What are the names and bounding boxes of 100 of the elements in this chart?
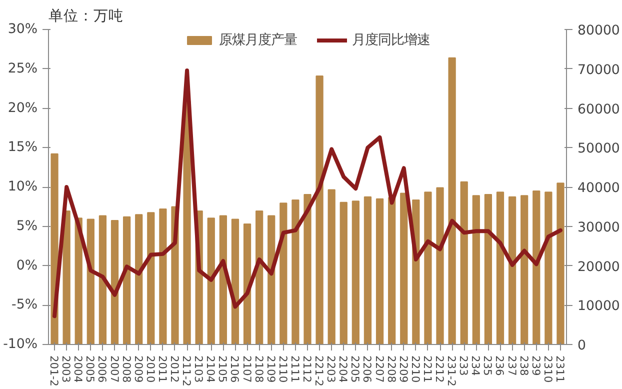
bar: [98, 215, 107, 344]
x-tick-label: 238: [517, 356, 530, 376]
x-tick-label: 2010: [144, 356, 157, 383]
x-tick-label: 2111: [288, 356, 302, 383]
x-tick-label: 2007: [108, 356, 121, 383]
y2-tick-label: 70000: [578, 62, 620, 78]
x-tick-label: 2207: [372, 356, 386, 383]
bar: [62, 210, 70, 344]
bar: [316, 75, 324, 344]
x-tick-label: 2209: [396, 356, 410, 383]
x-tick-label: 236: [493, 356, 506, 376]
y-tick-label: 0%: [16, 258, 38, 274]
x-tick-label: 234: [469, 356, 482, 376]
y-tick-label: -10%: [3, 337, 38, 352]
x-tick-label: 2006: [96, 356, 109, 383]
bar: [328, 189, 336, 344]
bar: [544, 192, 552, 344]
bar: [159, 208, 167, 344]
x-tick-label: 2109: [264, 356, 278, 383]
y2-tick-label: 20000: [578, 260, 620, 275]
bar: [472, 195, 480, 344]
line-series: [52, 68, 562, 318]
x-tick-label: 2003: [60, 356, 73, 383]
x-tick-label: 2011: [156, 356, 169, 383]
x-tick-label: 201-2: [48, 356, 61, 386]
x-tick-label: 2105: [216, 356, 230, 383]
x-tick-label: 2203: [324, 356, 338, 383]
x-tick-label: 2206: [360, 356, 374, 383]
bar: [520, 195, 528, 344]
y-tick-label: 25%: [8, 61, 38, 76]
x-tick-label: 2103: [192, 356, 206, 383]
x-tick-label: 2005: [84, 356, 97, 383]
bar: [280, 202, 288, 344]
y-tick-label: 20%: [8, 100, 38, 116]
y-tick-label: 15%: [8, 140, 38, 156]
y2-tick-label: 10000: [578, 299, 620, 314]
bar: [448, 57, 456, 344]
x-tick-label: 2009: [132, 356, 145, 383]
bar: [292, 199, 300, 344]
y2-tick-label: 30000: [578, 220, 620, 236]
bar: [556, 182, 564, 344]
bar: [304, 194, 312, 344]
x-tick-label: 2110: [276, 356, 290, 383]
bar: [508, 196, 516, 344]
x-tick-label: 2212: [433, 356, 446, 383]
x-tick-label: 2108: [252, 356, 266, 383]
x-tick-label: 239: [529, 356, 542, 376]
bar: [532, 190, 540, 344]
bar: [376, 198, 384, 344]
y-tick-label: 5%: [16, 218, 38, 234]
legend-label: 月度同比增速: [352, 32, 430, 49]
x-tick-label: 2210: [408, 356, 422, 383]
bar: [231, 218, 240, 344]
bar: [352, 200, 360, 344]
bar: [460, 181, 468, 344]
y-tick-label: -5%: [12, 298, 38, 313]
y2-tick-label: 80000: [578, 24, 620, 38]
y2-tick-label: 60000: [578, 102, 620, 118]
bar: [256, 210, 264, 344]
x-tick-label: 2208: [384, 356, 398, 383]
bar: [122, 216, 131, 344]
bar: [496, 192, 504, 344]
bar: [207, 218, 215, 344]
x-tick-label: 211-2: [180, 356, 194, 386]
x-tick-label: 231-2: [445, 356, 458, 386]
y-tick-label: 10%: [8, 180, 38, 194]
x-tick-label: 2008: [120, 356, 133, 383]
y2-tick-label: 50000: [578, 142, 620, 157]
y2-tick-label: 0: [578, 338, 586, 354]
bar: [268, 215, 276, 344]
x-tick-label: 2104: [204, 356, 218, 383]
x-tick-label: 237: [505, 356, 518, 376]
x-tick-label: 2112: [300, 356, 314, 383]
x-tick-label: 2211: [420, 356, 434, 383]
x-tick-label: 2310: [541, 356, 554, 383]
bar: [86, 218, 94, 344]
bar: [135, 214, 143, 344]
bar: [219, 215, 227, 344]
x-tick-label: 2004: [72, 356, 85, 383]
x-tick-label: 2311: [553, 356, 566, 383]
bar: [147, 212, 155, 344]
y2-tick-label: 40000: [578, 181, 620, 196]
x-tick-label: 2204: [336, 356, 350, 383]
chart-title: 单位：万吨: [48, 8, 124, 24]
x-tick-label: 2107: [240, 356, 254, 383]
bar: [436, 187, 444, 344]
x-tick-label: 2106: [228, 356, 242, 383]
bar: [424, 192, 432, 344]
bar: [364, 196, 372, 344]
bar: [400, 192, 408, 344]
bar: [388, 197, 396, 344]
bar: [110, 220, 119, 344]
x-tick-label: 233: [457, 356, 470, 376]
bar: [484, 194, 492, 344]
y-tick-label: 30%: [8, 22, 38, 37]
legend-label: 原煤月度产量: [219, 32, 297, 49]
x-tick-label: 2012: [168, 356, 181, 383]
bar: [340, 202, 348, 344]
x-tick-label: 221-2: [312, 356, 326, 386]
x-tick-label: 2205: [348, 356, 362, 383]
